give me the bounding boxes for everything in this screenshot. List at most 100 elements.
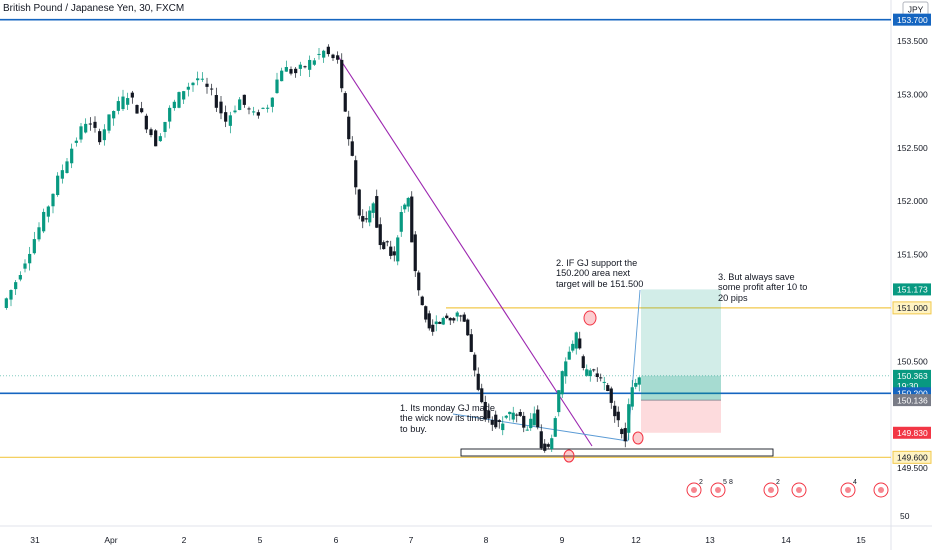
candle-body [74, 140, 78, 143]
candle-body [543, 443, 547, 451]
annotation-2: 2. IF GJ support the 150.200 area next t… [556, 258, 644, 289]
candle-body [23, 263, 27, 269]
candle-body [200, 78, 204, 80]
candle-body [60, 170, 64, 179]
candle-body [550, 438, 554, 450]
candle-body [623, 428, 627, 442]
candle-body [79, 126, 83, 140]
candle-body [539, 431, 543, 449]
candle-body [65, 161, 69, 173]
candle-body [42, 211, 46, 232]
candle-body [469, 334, 473, 352]
candle-body [588, 370, 592, 377]
volume-tick-label: 50 [900, 511, 910, 521]
price-label-support: 150.200 [897, 388, 928, 398]
candle-body [508, 411, 512, 415]
candle-body [261, 107, 265, 109]
candle-body [336, 55, 340, 60]
candle-body [564, 361, 568, 377]
price-label-box-target [893, 283, 931, 296]
candle-body [270, 97, 274, 107]
candle-body [284, 67, 288, 72]
price-label-level-149-6: 149.600 [897, 453, 928, 463]
position-target-zone [641, 289, 721, 401]
candle-body [266, 107, 270, 109]
candle-body [529, 418, 533, 429]
candle-body [28, 253, 32, 264]
candle-body [434, 321, 438, 325]
event-badge-count: 4 [853, 479, 857, 486]
candle-body [396, 237, 400, 262]
candle-body [406, 197, 410, 207]
candle-body [340, 59, 344, 89]
candle-body [385, 241, 389, 243]
candle-body [84, 123, 88, 133]
candle-body [219, 101, 223, 114]
candle-body [121, 96, 125, 110]
candle-body [4, 298, 8, 308]
x-tick-label: 2 [182, 535, 187, 545]
x-tick-label: 9 [560, 535, 565, 545]
candle-body [196, 78, 200, 81]
price-label-level-151: 151.000 [897, 303, 928, 313]
annotation-3: 3. But always save some profit after 10 … [718, 272, 808, 303]
event-badge-flag-icon [715, 487, 721, 493]
x-tick-label: 31 [30, 535, 40, 545]
candle-body [172, 101, 176, 109]
candle-body [546, 444, 550, 447]
candle-body [93, 121, 97, 128]
candle-body [455, 312, 459, 317]
candle-body [476, 373, 480, 390]
candle-body [459, 315, 463, 317]
candle-body [511, 412, 515, 420]
candle-body [620, 429, 624, 435]
candle-body [144, 115, 148, 130]
candle-body [427, 313, 431, 329]
candle-body [88, 123, 92, 125]
candle-body [630, 387, 634, 407]
event-badge-count: 2 [776, 479, 780, 486]
x-tick-label: Apr [104, 535, 117, 545]
price-label-target: 151.173 [897, 285, 928, 295]
x-tick-label: 12 [631, 535, 641, 545]
price-label-box-stop [893, 426, 931, 439]
candle-body [375, 196, 379, 228]
candle-body [364, 218, 368, 220]
price-label-current-price: 150.363 [897, 371, 928, 381]
candle-body [242, 94, 246, 105]
candle-body [438, 321, 442, 324]
y-tick-label: 153.500 [897, 36, 928, 46]
candle-body [480, 388, 484, 403]
zone-rectangle [460, 448, 774, 457]
candle-body [140, 108, 144, 113]
currency-label: JPY [908, 5, 924, 15]
candle-body [107, 114, 111, 131]
candle-body [595, 373, 599, 378]
y-tick-label: 150.500 [897, 356, 928, 366]
candle-body [56, 175, 60, 196]
wick-marker-2 [632, 431, 644, 445]
candle-body [525, 429, 529, 431]
candle-body [592, 369, 596, 371]
arrow-1 [452, 413, 629, 442]
candle-body [518, 412, 522, 416]
candle-body [18, 275, 22, 280]
event-badge-count: 2 [699, 479, 703, 486]
candle-body [403, 204, 407, 210]
event-badge-flag-icon [845, 487, 851, 493]
candle-body [130, 92, 134, 98]
candle-body [532, 413, 536, 426]
candle-body [191, 82, 195, 86]
candle-body [331, 54, 335, 59]
candle-body [182, 91, 186, 100]
candle-body [515, 414, 519, 416]
candle-body [312, 60, 316, 65]
candle-body [308, 59, 312, 70]
price-label-stop: 149.830 [897, 428, 928, 438]
candle-body [616, 411, 620, 421]
annotation-1: 1. Its monday GJ made the wick now its t… [400, 403, 495, 434]
candle-body [224, 112, 228, 122]
candle-body [522, 415, 526, 428]
candle-body [289, 69, 293, 74]
